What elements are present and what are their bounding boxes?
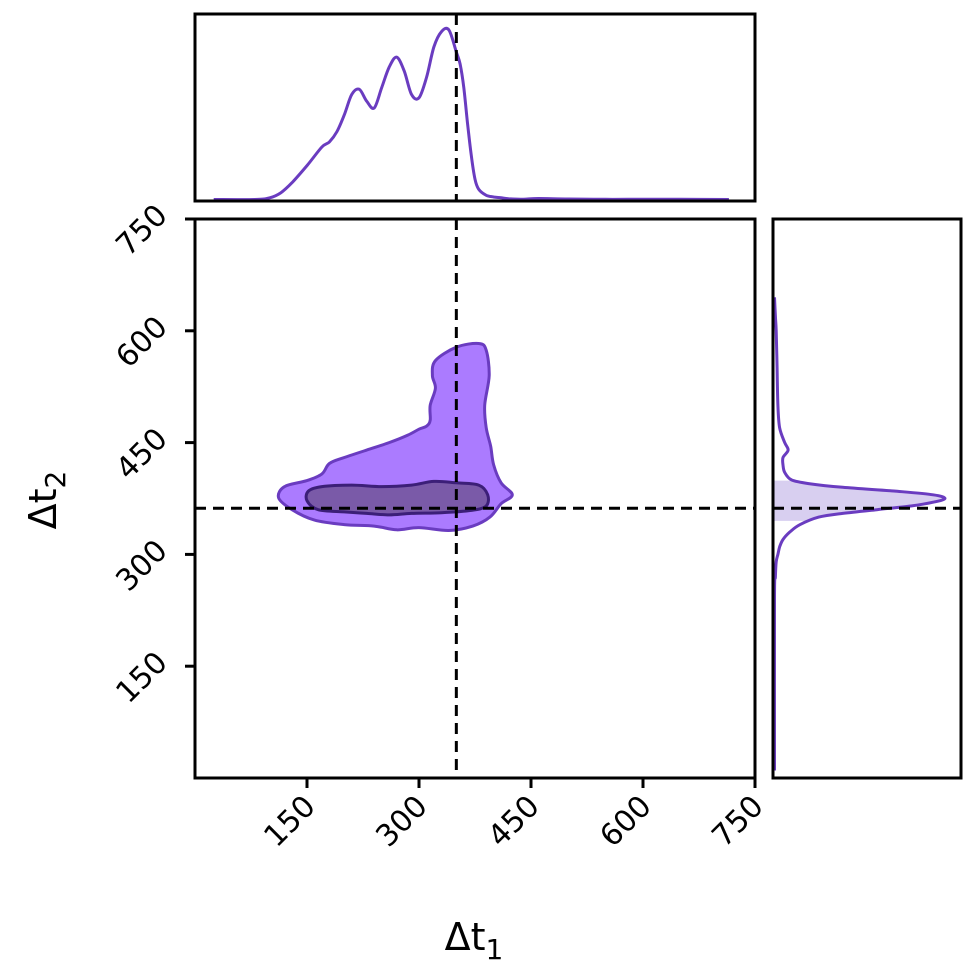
marginal-y-density-curve (773, 297, 947, 771)
x-axis-ticks: 150 300 450 600 750 (257, 778, 771, 854)
y-axis-ticks: 150 300 450 600 750 (109, 198, 195, 710)
marginal-x-frame (193, 12, 757, 203)
y-tick-label: 600 (109, 310, 174, 375)
marginal-y-panel (771, 217, 963, 780)
marginal-x-density-curve (213, 26, 729, 201)
x-tick-label: 300 (369, 789, 434, 854)
y-axis-label-subscript: 2 (39, 471, 72, 489)
joint-panel: 150 300 450 600 750 150 300 450 600 750 (109, 198, 771, 854)
marginal-y-credible-band (774, 480, 945, 521)
marginal-y-frame (771, 217, 963, 780)
x-axis-label: Δt1 (445, 915, 504, 966)
marginal-x-panel (193, 12, 757, 203)
y-tick-label: 150 (109, 645, 174, 710)
x-tick-label: 450 (481, 789, 546, 854)
x-axis-label-subscript: 1 (486, 933, 504, 966)
y-axis-label: Δt2 (21, 471, 72, 530)
contour-inner-region (304, 479, 490, 517)
x-tick-label: 600 (593, 789, 658, 854)
joint-frame (193, 217, 757, 780)
y-tick-label: 300 (109, 533, 174, 598)
x-tick-label: 750 (705, 789, 770, 854)
y-tick-label: 450 (109, 422, 174, 487)
x-axis-label-main: Δt (445, 915, 486, 959)
x-tick-label: 150 (257, 789, 322, 854)
y-axis-label-main: Δt (21, 488, 65, 529)
y-tick-label: 750 (109, 198, 174, 263)
